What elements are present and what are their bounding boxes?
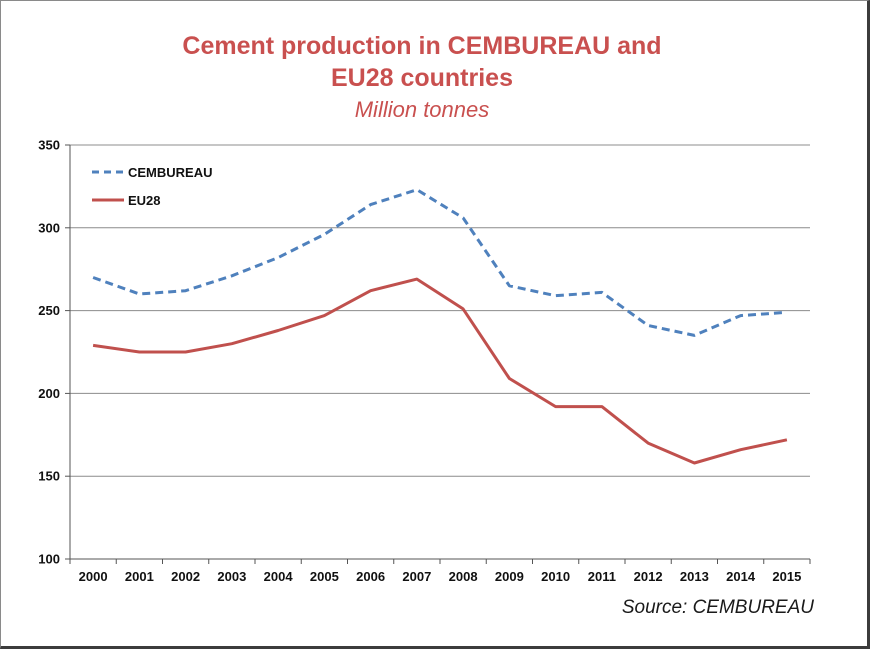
y-tick-label: 100 — [38, 552, 60, 567]
legend: CEMBUREAU EU28 — [92, 165, 213, 208]
x-tick-label: 2012 — [634, 569, 663, 584]
gridlines — [70, 144, 810, 477]
chart-title: Cement production in CEMBUREAU and EU28 … — [0, 30, 844, 94]
series-lines — [92, 188, 788, 465]
legend-label-cembureau: CEMBUREAU — [128, 165, 213, 180]
x-tick-label: 2007 — [402, 569, 431, 584]
y-tick-label: 250 — [38, 303, 60, 318]
x-tick-label: 2003 — [217, 569, 246, 584]
x-tick-label: 2000 — [79, 569, 108, 584]
x-tick-label: 2008 — [449, 569, 478, 584]
y-tick-label: 200 — [38, 386, 60, 401]
x-axis-ticks: 2000 2001 2002 2003 2004 2005 2006 2007 2008 2009… — [69, 559, 811, 584]
x-tick-label: 2009 — [495, 569, 524, 584]
y-tick-label: 300 — [38, 220, 60, 235]
y-tick-label: 350 — [38, 138, 60, 153]
legend-label-eu28: EU28 — [128, 193, 161, 208]
x-tick-label: 2001 — [125, 569, 154, 584]
x-tick-label: 2005 — [310, 569, 339, 584]
x-tick-label: 2002 — [171, 569, 200, 584]
y-tick-label: 150 — [38, 469, 60, 484]
source-note: Source: CEMBUREAU — [621, 597, 814, 618]
series-line-eu28 — [92, 277, 788, 465]
x-tick-label: 2013 — [680, 569, 709, 584]
chart-title-line2: EU28 countries — [330, 64, 513, 92]
x-tick-label: 2010 — [541, 569, 570, 584]
x-tick-label: 2011 — [588, 569, 616, 584]
x-tick-label: 2006 — [356, 569, 385, 584]
x-tick-label: 2014 — [726, 569, 756, 584]
x-tick-label: 2015 — [772, 569, 801, 584]
series-line-cembureau — [92, 188, 788, 337]
chart-subtitle: Million tonnes — [354, 97, 490, 122]
chart-title-line1: Cement production in CEMBUREAU and — [182, 32, 662, 60]
x-tick-label: 2004 — [264, 569, 294, 584]
y-axis-ticks: 100 150 200 250 300 350 — [38, 138, 70, 567]
